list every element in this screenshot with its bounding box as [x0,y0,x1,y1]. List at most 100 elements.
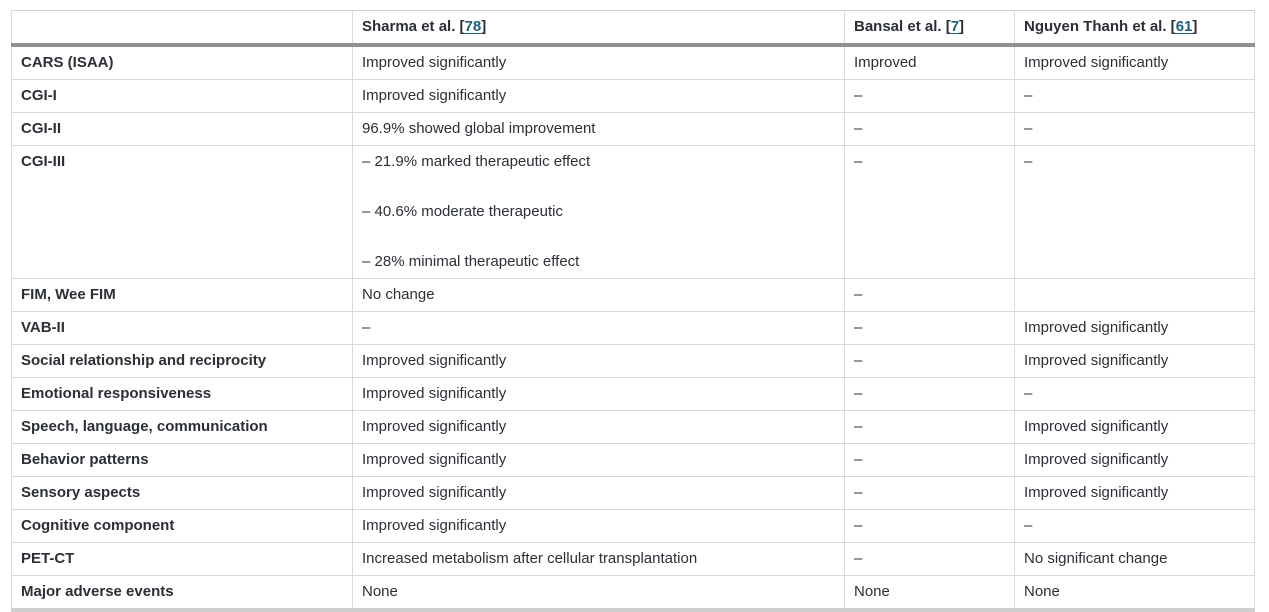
bansal-value-cell: Improved [844,44,1015,80]
sharma-value-cell: None [352,575,845,610]
bracket-close: ] [959,18,965,35]
cell-line: – [1024,120,1033,137]
nguyen-value-cell: Improved significantly [1014,311,1255,345]
sharma-value-cell: Improved significantly [352,509,845,543]
bansal-value-cell: – [844,410,1015,444]
nguyen-value-cell: No significant change [1014,542,1255,576]
reference-link[interactable]: 78 [464,18,482,35]
outcome-measure-label: CARS (ISAA) [11,44,353,80]
outcome-measure-label: Cognitive component [11,509,353,543]
table-row: CGI-I Improved significantly – – [11,79,1255,113]
outcome-measure-label: VAB-II [11,311,353,345]
cell-line: Improved significantly [1024,319,1169,336]
table-row: Speech, language, communication Improved… [11,410,1255,444]
page: Sharma et al. [78] Bansal et al. [7] Ngu… [11,10,1255,612]
table-row: Emotional responsiveness Improved signif… [11,377,1255,411]
outcome-measure-label: CGI-III [11,145,353,279]
cell-line: – [854,385,863,402]
sharma-value-cell: Improved significantly [352,476,845,510]
table-header: Sharma et al. [78] Bansal et al. [7] Ngu… [11,10,1255,47]
sharma-value-cell: Improved significantly [352,79,845,113]
cell-line: – [854,352,863,369]
table-row: VAB-II – – Improved significantly [11,311,1255,345]
bansal-value-cell: – [844,542,1015,576]
nguyen-value-cell [1014,278,1255,312]
bansal-value-cell: – [844,377,1015,411]
sharma-value-cell: Increased metabolism after cellular tran… [352,542,845,576]
header-empty-cell [11,10,353,47]
cell-line: – [854,286,863,303]
bansal-value-cell: – [844,509,1015,543]
cell-line: Improved significantly [362,451,507,468]
outcome-measure-label: Speech, language, communication [11,410,353,444]
outcome-measure-label: Behavior patterns [11,443,353,477]
outcome-measure-label: Sensory aspects [11,476,353,510]
table-row: FIM, Wee FIM No change – [11,278,1255,312]
sharma-value-cell: – [352,311,845,345]
cell-line: – [854,153,863,170]
cell-line: – 21.9% marked therapeutic effect [362,153,591,170]
sharma-value-cell: Improved significantly [352,44,845,80]
table-row: PET-CT Increased metabolism after cellul… [11,542,1255,576]
cell-line: – [1024,87,1033,104]
bansal-value-cell: – [844,476,1015,510]
bansal-value-cell: – [844,344,1015,378]
nguyen-value-cell: Improved significantly [1014,476,1255,510]
cell-line: – [854,319,863,336]
study-name: Bansal et al. [ [854,18,951,35]
cell-line: No change [362,286,435,303]
bansal-value-cell: – [844,443,1015,477]
table-row: Social relationship and reciprocity Impr… [11,344,1255,378]
table-row: Sensory aspects Improved significantly –… [11,476,1255,510]
cell-line: Improved significantly [362,54,507,71]
nguyen-value-cell: – [1014,112,1255,146]
outcome-measure-label: FIM, Wee FIM [11,278,353,312]
cell-line: Improved significantly [362,352,507,369]
nguyen-value-cell: – [1014,79,1255,113]
sharma-value-cell: Improved significantly [352,377,845,411]
bansal-value-cell: – [844,278,1015,312]
cell-line: – [854,484,863,501]
cell-line: Improved significantly [1024,54,1169,71]
cell-line: Improved significantly [362,484,507,501]
bansal-value-cell: None [844,575,1015,610]
cell-line: Improved significantly [1024,352,1169,369]
sharma-value-cell: No change [352,278,845,312]
cell-line: – [1024,385,1033,402]
reference-link[interactable]: 61 [1175,18,1193,35]
cell-line: None [854,583,890,600]
outcome-measure-label: Major adverse events [11,575,353,610]
cell-line: None [362,583,398,600]
nguyen-value-cell: Improved significantly [1014,410,1255,444]
reference-link[interactable]: 7 [950,18,960,35]
sharma-value-cell: Improved significantly [352,410,845,444]
cell-line: Improved [854,54,917,71]
cell-line: No significant change [1024,550,1168,567]
cell-line: – [854,517,863,534]
table-row: Cognitive component Improved significant… [11,509,1255,543]
table-row: CGI-II 96.9% showed global improvement –… [11,112,1255,146]
cell-line: – [362,319,371,336]
cell-line: – [854,87,863,104]
cell-line: Improved significantly [362,517,507,534]
cell-line: – 40.6% moderate therapeutic [362,203,563,220]
bracket-close: ] [1192,18,1198,35]
cell-line: Improved significantly [362,87,507,104]
cell-line: None [1024,583,1060,600]
table-row: CGI-III – 21.9% marked therapeutic effec… [11,145,1255,279]
bansal-value-cell: – [844,79,1015,113]
outcome-measure-label: CGI-II [11,112,353,146]
bansal-value-cell: – [844,112,1015,146]
cell-line: – [854,451,863,468]
sharma-value-cell: Improved significantly [352,443,845,477]
cell-line: – [854,550,863,567]
outcomes-comparison-table: Sharma et al. [78] Bansal et al. [7] Ngu… [11,10,1255,612]
cell-line: Improved significantly [362,385,507,402]
outcome-measure-label: CGI-I [11,79,353,113]
study-name: Sharma et al. [ [362,18,465,35]
cell-line: – 28% minimal therapeutic effect [362,253,580,270]
outcome-measure-label: Social relationship and reciprocity [11,344,353,378]
sharma-value-cell: Improved significantly [352,344,845,378]
cell-line: Improved significantly [362,418,507,435]
sharma-value-cell: – 21.9% marked therapeutic effect – 40.6%… [352,145,845,279]
